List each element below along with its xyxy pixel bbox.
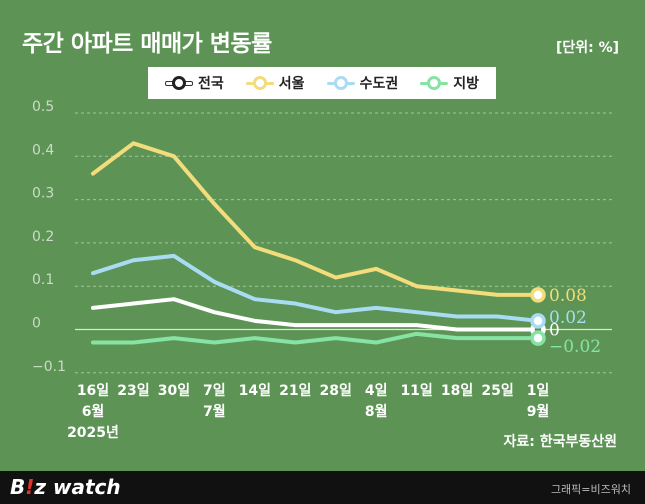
end-marker-seoul <box>530 287 546 303</box>
chart-title: 주간 아파트 매매가 변동률 <box>22 31 272 57</box>
bizwatch-logo: B!z watch <box>10 475 121 499</box>
legend-label-capital: 수도권 <box>359 76 399 92</box>
legend-marker-seoul <box>245 76 274 90</box>
series-line-nation <box>91 297 540 332</box>
legend-marker-capital <box>326 76 355 90</box>
series-line-seoul <box>91 141 540 297</box>
graphic-credit: 그래픽=비즈워치 <box>550 483 631 496</box>
y-tick-label: 0.3 <box>32 186 54 202</box>
legend-label-nation: 전국 <box>198 76 224 92</box>
x-tick-label: 8월 <box>365 403 388 420</box>
legend: 전국 서울 수도권 지방 <box>148 67 496 99</box>
source-label: 자료: 한국부동산원 <box>503 434 617 450</box>
series-line-capital <box>91 253 540 323</box>
line-chart: 0.5 0.4 0.3 0.2 0.1 0 −0.1 16일 6월 2025년 23일 30일 7일 7월… <box>32 99 612 441</box>
unit-label: [단위: %] <box>555 40 619 56</box>
x-tick-label: 25일 <box>481 383 513 399</box>
legend-item-seoul: 서울 <box>245 73 305 93</box>
end-marker-capital <box>530 313 546 329</box>
end-label-seoul: 0.08 <box>549 286 587 306</box>
x-tick-label: 14일 <box>239 383 271 399</box>
x-tick-label: 7일 <box>203 383 226 399</box>
legend-label-seoul: 서울 <box>278 76 305 92</box>
x-tick-label: 28일 <box>320 383 352 399</box>
legend-label-region: 지방 <box>453 76 479 92</box>
y-tick-label: 0.5 <box>32 99 54 115</box>
legend-marker-nation <box>165 76 193 90</box>
y-tick-label: 0.4 <box>32 142 54 158</box>
series-line-region <box>91 331 540 345</box>
end-marker-region <box>530 330 546 346</box>
x-tick-label: 11일 <box>400 383 432 399</box>
x-tick-label: 21일 <box>279 383 311 399</box>
legend-item-capital: 수도권 <box>326 73 399 93</box>
legend-marker-region <box>420 76 449 90</box>
y-tick-label: −0.1 <box>32 359 66 375</box>
end-label-nation: 0 <box>549 321 560 341</box>
y-tick-label: 0 <box>32 316 41 332</box>
x-tick-label: 4일 <box>365 383 388 399</box>
end-label-region: −0.02 <box>549 337 601 357</box>
x-tick-label: 23일 <box>117 383 149 399</box>
x-tick-label: 30일 <box>158 383 190 399</box>
x-tick-label: 1일 <box>527 383 550 399</box>
x-tick-label: 2025년 <box>67 425 119 441</box>
footer-bar: B!z watch 그래픽=비즈워치 <box>0 471 645 504</box>
x-tick-label: 6월 <box>82 403 105 420</box>
legend-item-region: 지방 <box>420 73 479 93</box>
y-tick-label: 0.2 <box>32 229 54 245</box>
legend-item-nation: 전국 <box>165 73 224 93</box>
x-tick-label: 9월 <box>527 403 550 420</box>
y-tick-label: 0.1 <box>32 272 54 288</box>
x-tick-label: 16일 <box>77 383 109 399</box>
x-tick-label: 18일 <box>441 383 473 399</box>
end-label-capital: 0.02 <box>549 308 587 328</box>
x-tick-label: 7월 <box>203 403 226 420</box>
